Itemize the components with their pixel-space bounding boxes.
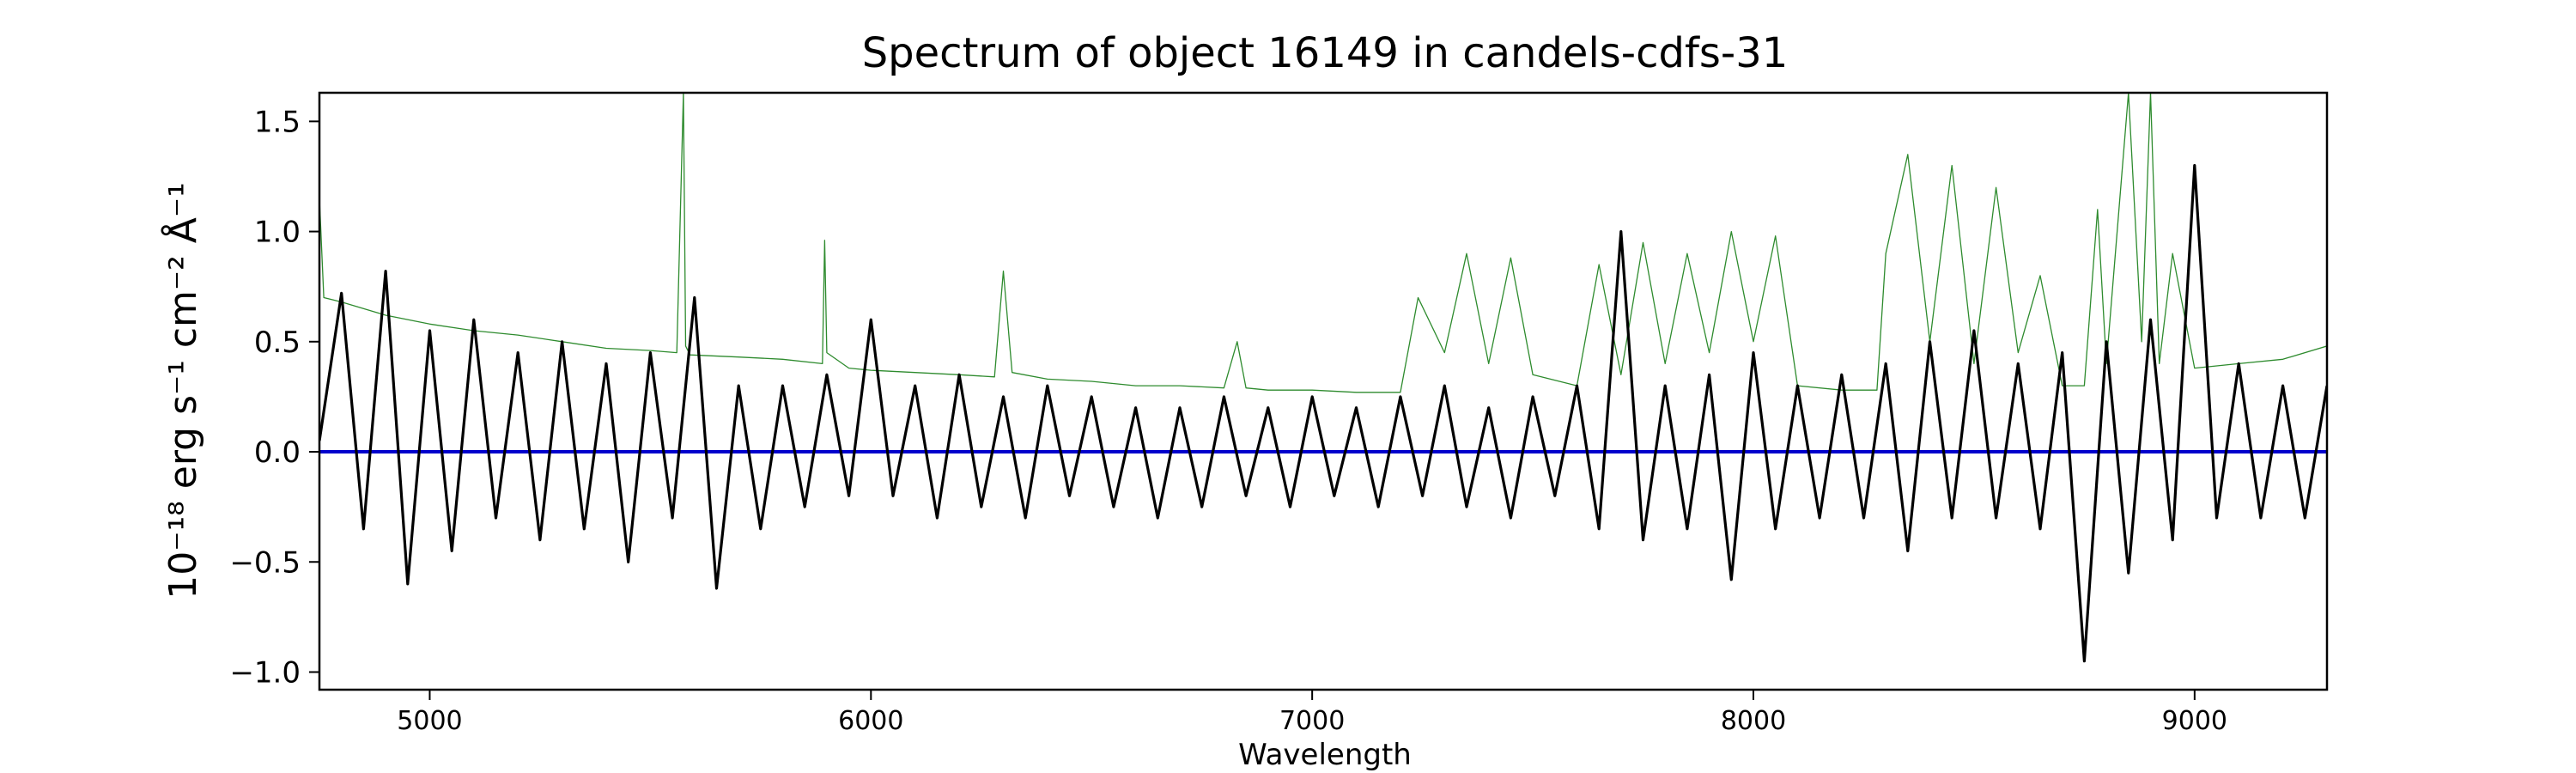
y-axis-label: 10⁻¹⁸ erg s⁻¹ cm⁻² Å⁻¹	[160, 182, 205, 599]
x-axis-label: Wavelength	[1238, 738, 1412, 772]
x-tick-label: 8000	[1721, 706, 1786, 736]
y-tick-label: 1.5	[254, 105, 301, 139]
series-layer	[319, 93, 2327, 663]
y-tick-label: 1.0	[254, 216, 301, 250]
plot-area	[319, 93, 2327, 663]
x-tick-label: 7000	[1279, 706, 1345, 736]
y-tick-label: 0.5	[254, 326, 301, 360]
series-line-error	[319, 93, 2327, 393]
y-axis-ticks: −1.0 −0.5 0.0 0.5 1.0 1.5	[229, 105, 319, 690]
y-tick-label: −1.0	[229, 655, 301, 690]
y-tick-label: 0.0	[254, 435, 301, 470]
x-tick-label: 6000	[838, 706, 903, 736]
x-tick-label: 5000	[397, 706, 462, 736]
plot-frame	[318, 91, 2329, 691]
chart-title: Spectrum of object 16149 in candels-cdfs…	[862, 29, 1789, 77]
series-line-flux	[319, 164, 2327, 663]
x-tick-label: 9000	[2162, 706, 2227, 736]
y-tick-label: −0.5	[229, 545, 301, 580]
x-axis-ticks: 5000 6000 7000 8000 9000	[397, 690, 2227, 736]
